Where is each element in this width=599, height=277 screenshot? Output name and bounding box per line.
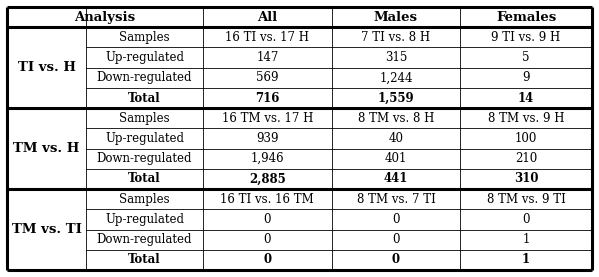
Text: 441: 441 [384,173,408,186]
Text: 0: 0 [264,213,271,226]
Text: 0: 0 [522,213,530,226]
Text: Down-regulated: Down-regulated [97,233,192,246]
Text: 5: 5 [522,51,530,64]
Text: 14: 14 [518,91,534,104]
Text: 1: 1 [522,233,530,246]
Text: Down-regulated: Down-regulated [97,71,192,84]
Text: 0: 0 [392,213,400,226]
Text: 7 TI vs. 8 H: 7 TI vs. 8 H [361,31,431,44]
Text: 8 TM vs. 7 TI: 8 TM vs. 7 TI [356,193,435,206]
Text: All: All [257,11,277,24]
Text: 9 TI vs. 9 H: 9 TI vs. 9 H [491,31,561,44]
Text: 401: 401 [385,152,407,165]
Text: 0: 0 [392,253,400,266]
Text: 1,946: 1,946 [250,152,284,165]
Text: 40: 40 [389,132,404,145]
Text: TI vs. H: TI vs. H [17,61,75,74]
Text: 0: 0 [392,233,400,246]
Text: 9: 9 [522,71,530,84]
Text: Total: Total [128,253,161,266]
Text: 939: 939 [256,132,279,145]
Text: 0: 0 [264,253,271,266]
Text: 2,885: 2,885 [249,173,286,186]
Text: 716: 716 [255,91,280,104]
Text: 8 TM vs. 9 TI: 8 TM vs. 9 TI [486,193,565,206]
Text: Samples: Samples [119,112,170,125]
Text: 16 TI vs. 16 TM: 16 TI vs. 16 TM [220,193,314,206]
Text: 569: 569 [256,71,279,84]
Text: 0: 0 [264,233,271,246]
Text: Males: Males [374,11,418,24]
Text: Total: Total [128,173,161,186]
Text: 16 TI vs. 17 H: 16 TI vs. 17 H [225,31,309,44]
Text: 16 TM vs. 17 H: 16 TM vs. 17 H [222,112,313,125]
Text: Down-regulated: Down-regulated [97,152,192,165]
Text: 147: 147 [256,51,279,64]
Text: Up-regulated: Up-regulated [105,51,184,64]
Text: Analysis: Analysis [74,11,136,24]
Text: 310: 310 [514,173,539,186]
Text: 1,244: 1,244 [379,71,413,84]
Text: Females: Females [496,11,556,24]
Text: 1: 1 [522,253,530,266]
Text: TM vs. H: TM vs. H [13,142,80,155]
Text: 8 TM vs. 9 H: 8 TM vs. 9 H [488,112,564,125]
Text: Samples: Samples [119,193,170,206]
Text: Up-regulated: Up-regulated [105,132,184,145]
Text: 1,559: 1,559 [377,91,415,104]
Text: 315: 315 [385,51,407,64]
Text: 100: 100 [515,132,537,145]
Text: Total: Total [128,91,161,104]
Text: 210: 210 [515,152,537,165]
Text: Samples: Samples [119,31,170,44]
Text: 8 TM vs. 8 H: 8 TM vs. 8 H [358,112,434,125]
Text: TM vs. TI: TM vs. TI [12,223,81,236]
Text: Up-regulated: Up-regulated [105,213,184,226]
